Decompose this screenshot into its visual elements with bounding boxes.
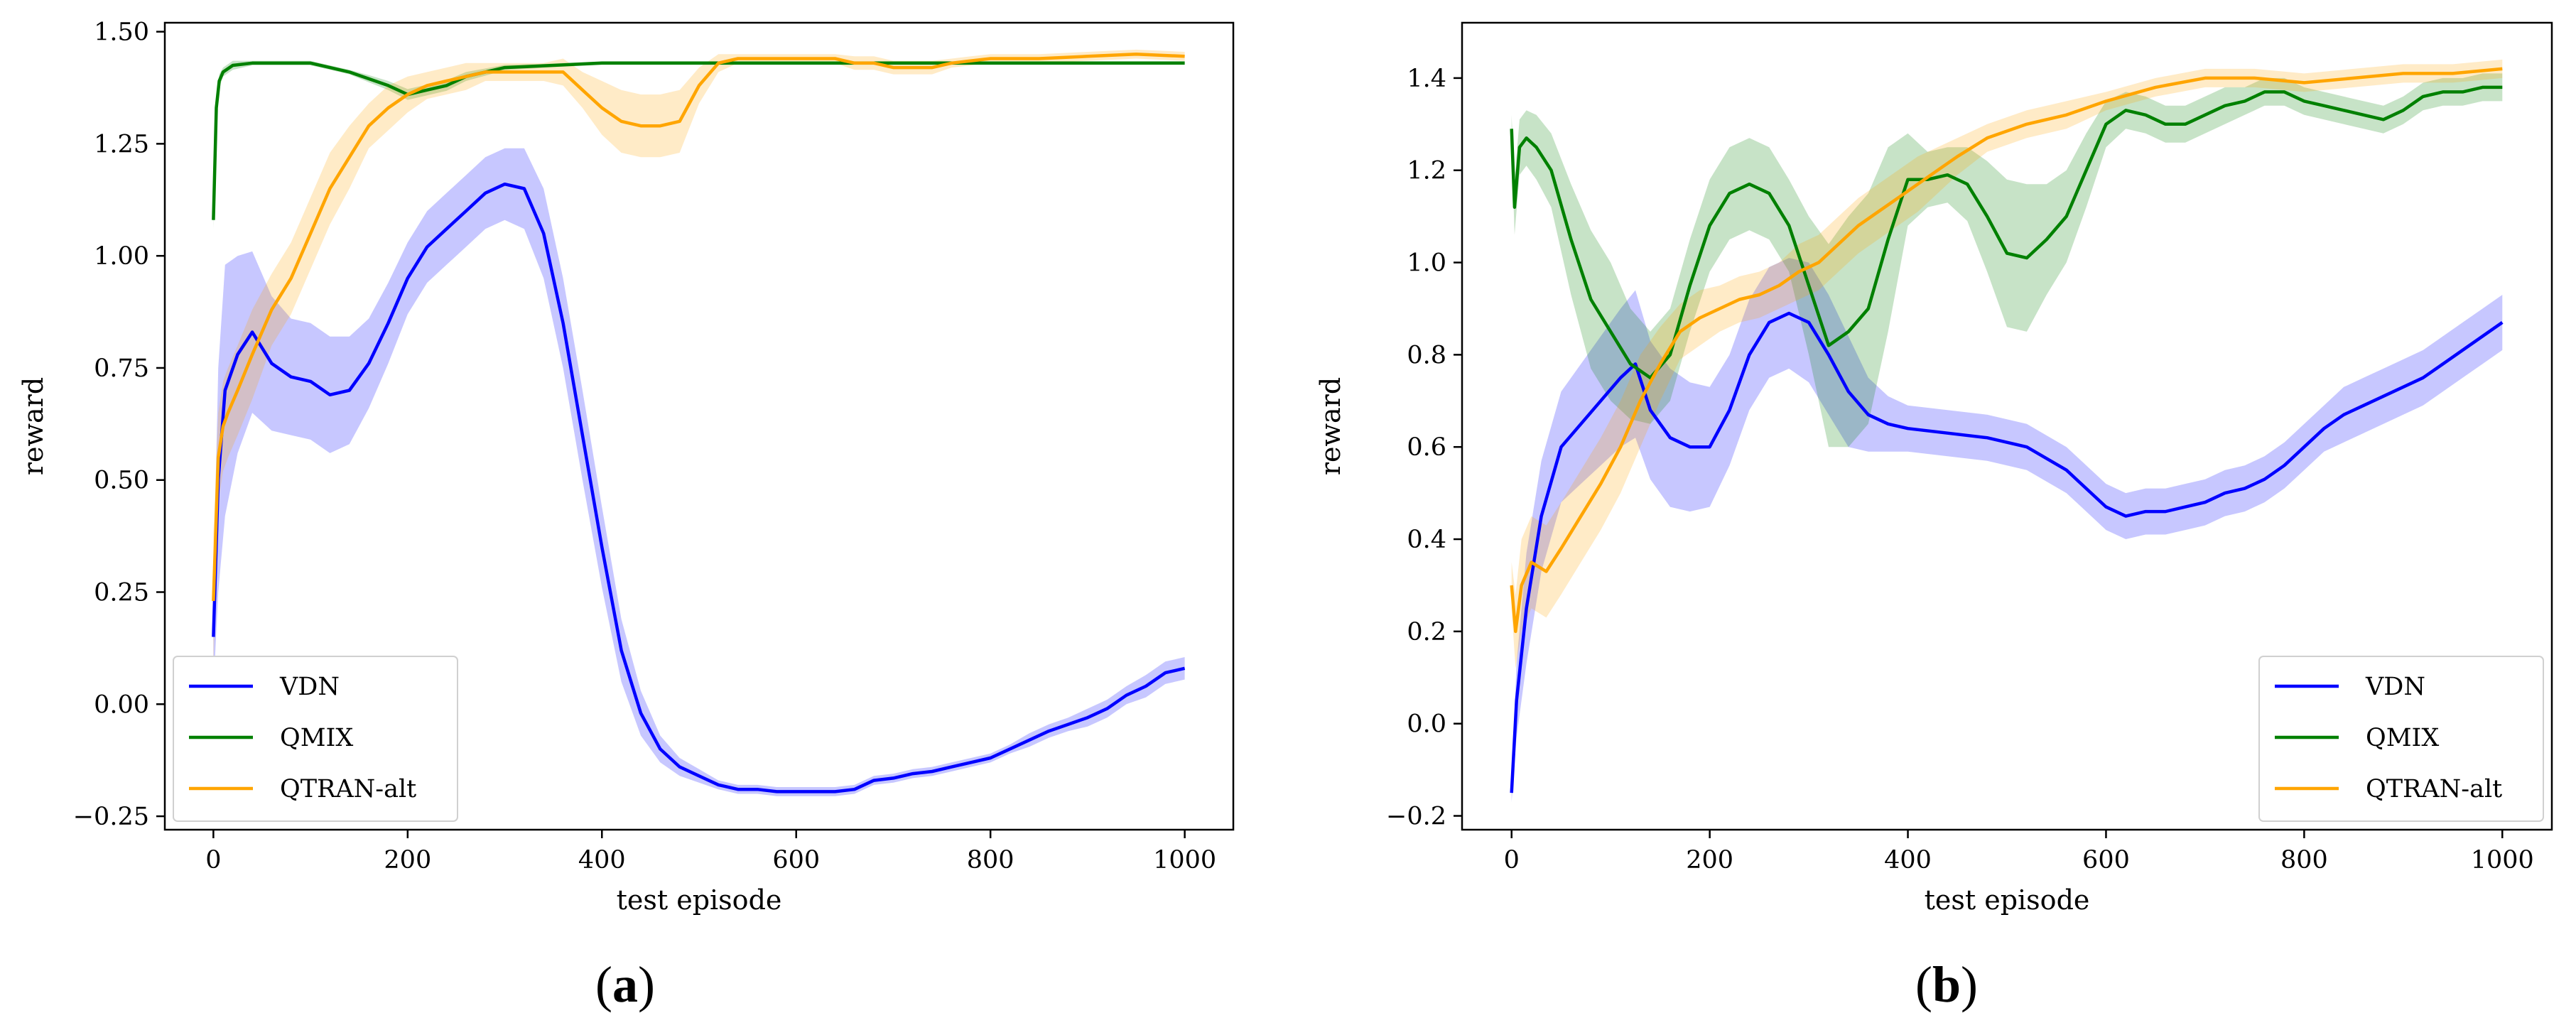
panel-b-x-ticks: 0 200 400 600 800 1000 <box>1504 830 2534 874</box>
panel-a-y-tick-label: −0.25 <box>73 803 149 831</box>
panel-b-bands <box>1511 59 2503 803</box>
panel-b-x-tick-label: 1000 <box>2471 846 2534 874</box>
panel-b-chart: 0 200 400 600 800 1000 −0.2 0.0 0.2 0.4 0.6 0.8 1.0… <box>1315 21 2553 1013</box>
panel-a-legend-label-qtran-alt: QTRAN-alt <box>280 775 416 803</box>
panel-b-y-axis-label: reward <box>1315 377 1346 475</box>
panel-a-y-tick-label: 0.50 <box>94 467 149 495</box>
panel-b-legend-label-qmix: QMIX <box>2366 724 2439 752</box>
panel-b-y-tick-label: 0.4 <box>1407 526 1446 554</box>
panel-b-lines <box>1510 67 2504 793</box>
panel-a-legend-box <box>173 656 458 822</box>
panel-b-y-tick-label: 0.8 <box>1407 341 1446 369</box>
panel-a-y-axis-label: reward <box>18 377 49 475</box>
panel-a-y-tick-label: 0.00 <box>94 690 149 719</box>
panel-a-plot-frame <box>163 21 1235 831</box>
panel-b-legend-label-vdn: VDN <box>2365 673 2425 701</box>
panel-a-y-tick-label: 0.75 <box>94 354 149 383</box>
panel-b-label-letter: b <box>1932 956 1961 1013</box>
panel-b-series-qtran-alt <box>1510 67 2503 634</box>
panel-b-x-tick-label: 600 <box>2082 846 2130 874</box>
panel-b-y-tick-label: 0.2 <box>1407 618 1446 646</box>
panel-a-x-ticks: 0 200 400 600 800 1000 <box>205 830 1216 874</box>
panel-a-x-tick-label: 0 <box>205 846 221 874</box>
panel-b-y-tick-label: 1.4 <box>1407 65 1446 93</box>
panel-b-y-tick-label: −0.2 <box>1386 803 1446 831</box>
panel-b-x-tick-label: 200 <box>1686 846 1733 874</box>
panel-b-y-tick-label: 1.2 <box>1407 157 1446 185</box>
panel-b-series-qmix <box>1510 85 2503 380</box>
panel-a-y-tick-label: 1.00 <box>94 242 149 271</box>
panel-a-label-letter: a <box>612 956 638 1013</box>
panel-b-y-ticks: −0.2 0.0 0.2 0.4 0.6 0.8 1.0 1.2 1.4 <box>1386 65 1462 831</box>
panel-b-y-tick-label: 0.0 <box>1407 710 1446 739</box>
panel-a-y-ticks: −0.25 0.00 0.25 0.50 0.75 1.00 1.25 1.50 <box>73 18 165 831</box>
panel-a-y-tick-label: 1.25 <box>94 130 149 158</box>
panel-a-x-tick-label: 600 <box>772 846 820 874</box>
panel-a-legend-label-vdn: VDN <box>279 673 340 701</box>
panel-a-series-qtran-alt <box>212 52 1185 602</box>
panel-a-series-vdn <box>212 182 1186 793</box>
panel-b-y-tick-label: 1.0 <box>1407 249 1446 278</box>
panel-a-x-tick-label: 400 <box>578 846 626 874</box>
panel-a-x-tick-label: 1000 <box>1153 846 1216 874</box>
panel-b-plot-frame <box>1461 21 2553 831</box>
panel-b-label: (b) <box>1915 956 1978 1013</box>
panel-b-x-tick-label: 800 <box>2280 846 2328 874</box>
panel-a-legend-label-qmix: QMIX <box>280 724 353 752</box>
panel-b-legend-box <box>2258 656 2544 822</box>
panel-a-y-tick-label: 1.50 <box>94 18 149 47</box>
panel-b-x-tick-label: 400 <box>1884 846 1932 874</box>
panel-b-x-axis-label: test episode <box>1925 884 2090 916</box>
panel-a-label: (a) <box>595 956 655 1013</box>
panel-b-legend: VDN QMIX QTRAN-alt <box>2258 656 2544 822</box>
panel-a-chart: 0 200 400 600 800 1000 −0.25 0.00 0.25 0.50 0.75 1… <box>18 18 1235 1013</box>
panel-b-band-qmix <box>1511 73 2503 448</box>
panel-b-x-tick-label: 0 <box>1504 846 1520 874</box>
panel-a-x-tick-label: 800 <box>967 846 1014 874</box>
panel-a-lines <box>212 52 1186 793</box>
panel-b-legend-label-qtran-alt: QTRAN-alt <box>2366 775 2502 803</box>
panel-b-y-tick-label: 0.6 <box>1407 433 1446 462</box>
panel-a-legend: VDN QMIX QTRAN-alt <box>173 656 458 822</box>
panel-a-x-tick-label: 200 <box>384 846 431 874</box>
panel-a-x-axis-label: test episode <box>617 884 782 916</box>
panel-a-y-tick-label: 0.25 <box>94 579 149 607</box>
